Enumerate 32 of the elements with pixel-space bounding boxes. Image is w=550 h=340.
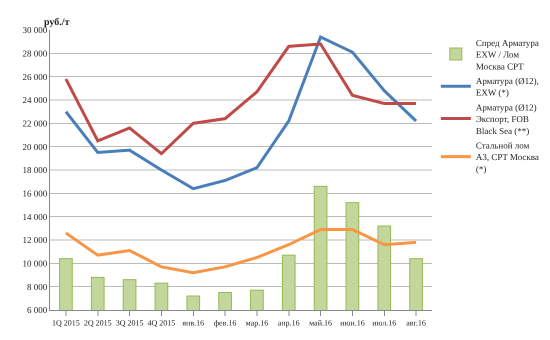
x-tick-label: мар.16 (246, 318, 268, 328)
line-series (64, 228, 418, 274)
legend-label: Арматура (Ø12), EXW (*) (476, 76, 539, 98)
y-tick-label: 18 000 (22, 165, 48, 176)
x-tick-label: июл.16 (372, 318, 396, 328)
y-tick-label: 12 000 (22, 235, 48, 246)
x-tick-label: авг.16 (406, 318, 426, 328)
x-tick-label: 2Q 2015 (84, 318, 112, 328)
x-tick-label: 1Q 2015 (52, 318, 80, 328)
x-tick-label: апр.16 (278, 318, 300, 328)
y-tick-label: 14 000 (22, 212, 48, 222)
x-tick-label: фев.16 (214, 318, 236, 328)
line-series (64, 36, 418, 190)
line-series (64, 42, 418, 156)
y-tick-label: 28 000 (22, 48, 48, 58)
x-tick-label: 3Q 2015 (116, 318, 144, 328)
y-tick-label: 24 000 (22, 95, 48, 106)
x-tick-label: янв.16 (182, 318, 204, 328)
legend-label: Арматура (Ø12) Экспорт, FOB Black Sea (**) (476, 102, 537, 136)
y-tick-label: 20 000 (22, 142, 48, 152)
y-tick-label: 22 000 (22, 118, 48, 128)
y-axis-title: руб./т (44, 17, 70, 28)
legend-label: Спред Арматура EXW / Лом Москва CPT (476, 38, 539, 72)
x-tick-label: июн.16 (340, 318, 365, 328)
x-tick-label: 4Q 2015 (148, 318, 176, 328)
y-tick-label: 10 000 (22, 258, 48, 268)
y-tick-label: 26 000 (22, 72, 48, 82)
y-tick-label: 6 000 (26, 305, 48, 316)
y-tick-label: 8 000 (26, 282, 48, 292)
y-tick-label: 16 000 (22, 188, 48, 198)
legend-label: Стальной лом А3, CPT Москва (*) (476, 140, 539, 174)
x-tick-label: май.16 (309, 318, 332, 328)
